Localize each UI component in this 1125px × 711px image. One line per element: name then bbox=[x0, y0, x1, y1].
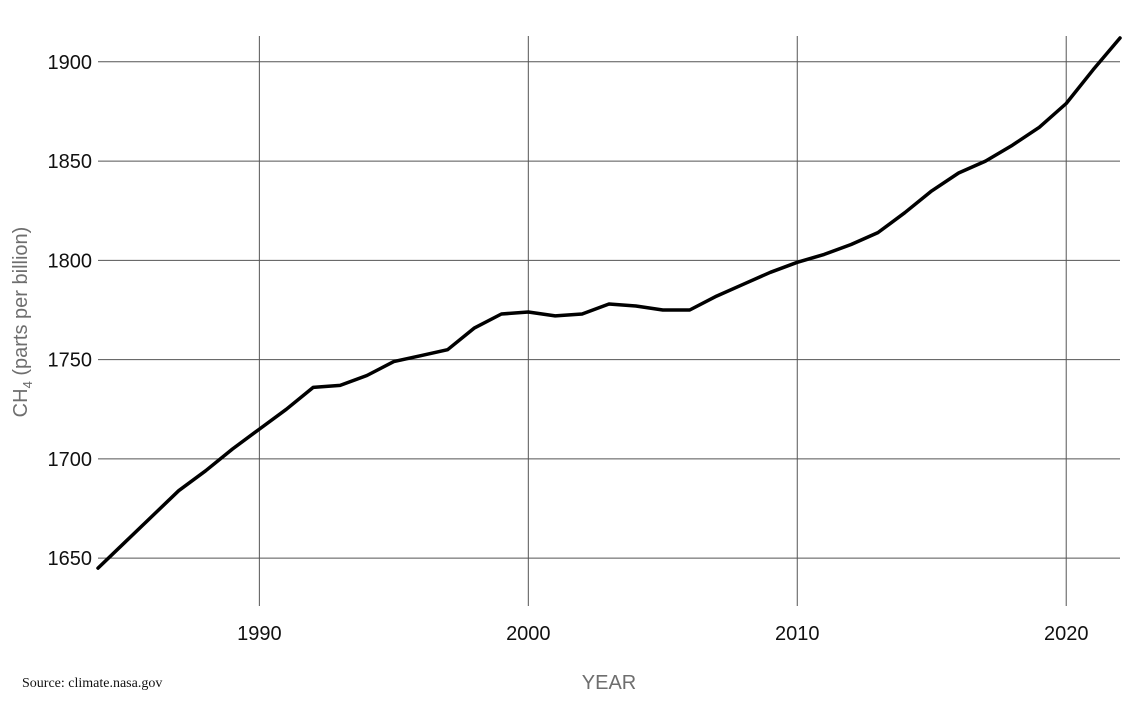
x-tick-label: 2010 bbox=[775, 623, 820, 645]
x-axis-title: YEAR bbox=[582, 672, 636, 694]
x-tick-label: 2020 bbox=[1044, 623, 1089, 645]
series-group bbox=[96, 36, 1122, 570]
y-tick-labels: 1650 1700 1750 1800 1850 1900 bbox=[48, 52, 93, 570]
series-line bbox=[96, 36, 1122, 570]
y-tick-label: 1750 bbox=[48, 350, 93, 372]
x-tick-label: 2000 bbox=[506, 623, 551, 645]
y-tick-label: 1900 bbox=[48, 52, 93, 74]
y-tick-label: 1850 bbox=[48, 151, 93, 173]
grid-lines bbox=[98, 36, 1120, 606]
source-note: Source: climate.nasa.gov bbox=[22, 676, 163, 691]
x-tick-labels: 1990 2000 2010 2020 bbox=[237, 623, 1088, 645]
y-tick-label: 1650 bbox=[48, 548, 93, 570]
x-tick-label: 1990 bbox=[237, 623, 282, 645]
y-axis-title-subscript: 4 bbox=[20, 381, 35, 388]
y-tick-label: 1700 bbox=[48, 449, 93, 471]
y-axis-title-main: CH bbox=[10, 388, 32, 417]
y-axis-title: CH4 (parts per billion) bbox=[10, 227, 35, 418]
y-tick-label: 1800 bbox=[48, 250, 93, 272]
y-axis-title-rest: (parts per billion) bbox=[10, 227, 32, 382]
